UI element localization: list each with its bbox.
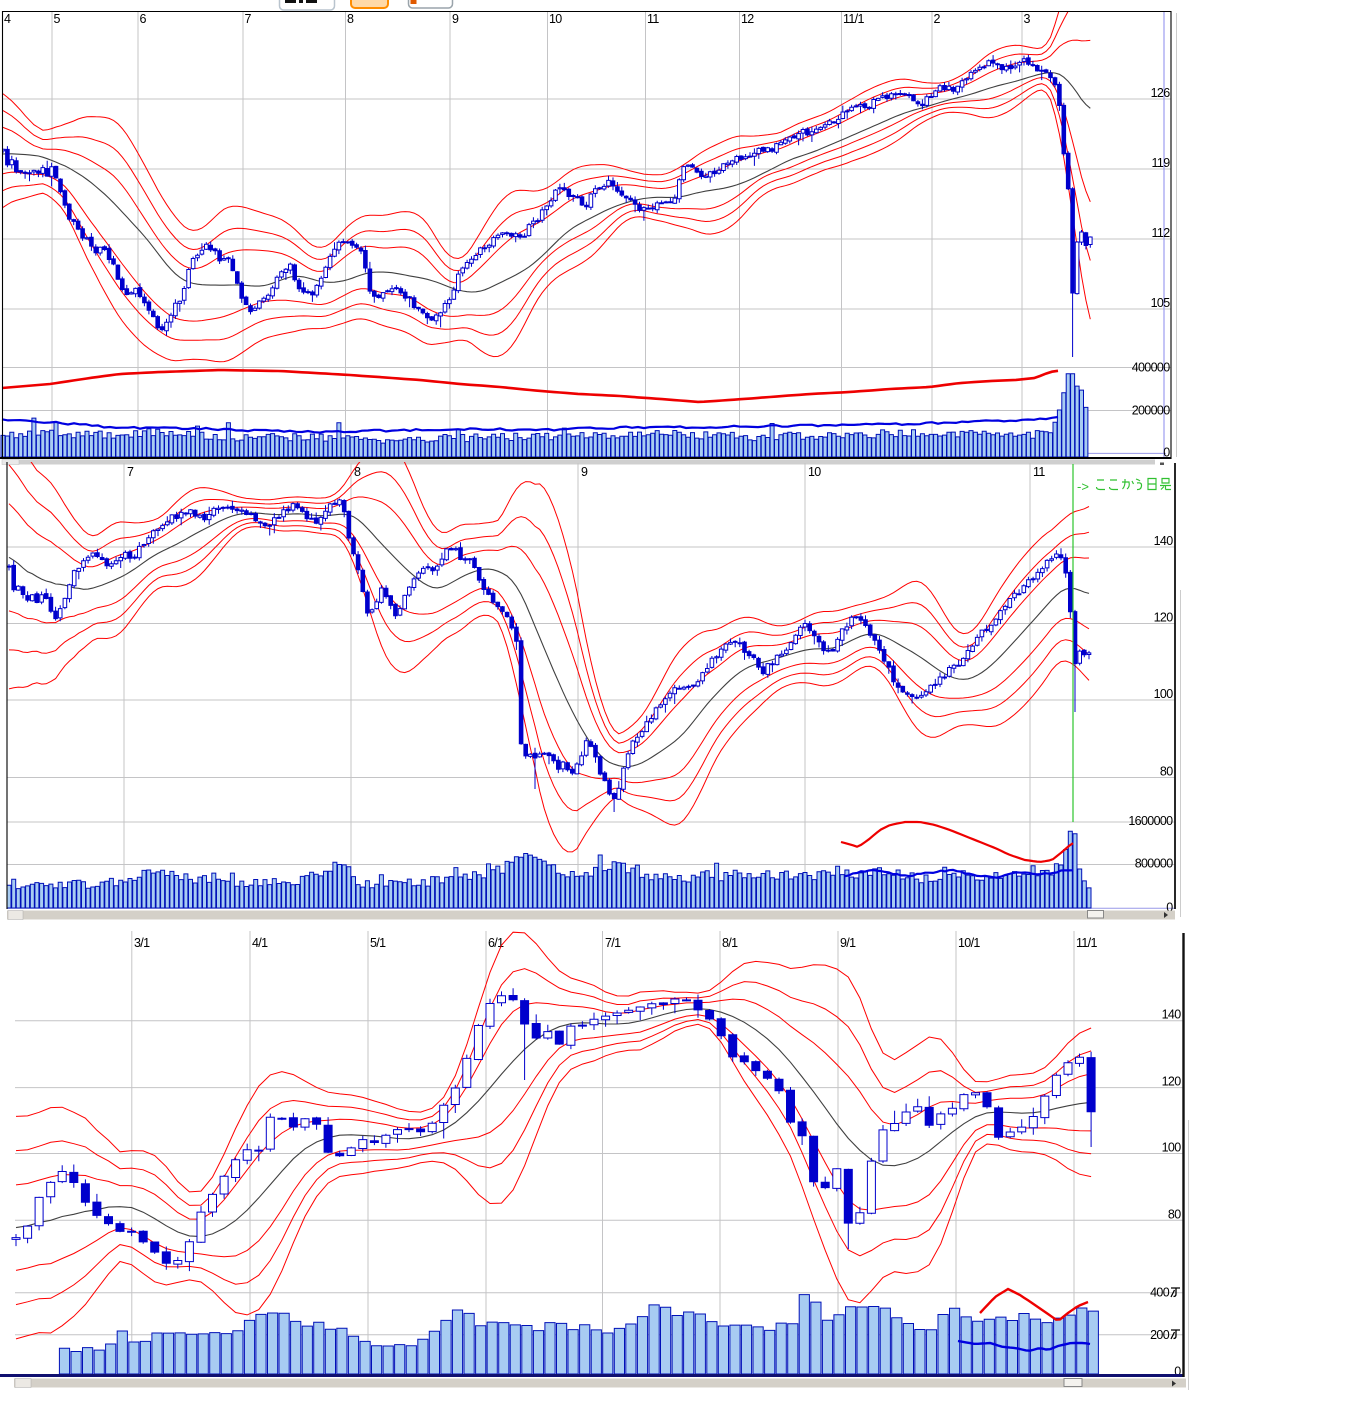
svg-text:126: 126 bbox=[1151, 86, 1171, 100]
svg-text:10: 10 bbox=[808, 465, 821, 479]
svg-text:4/1: 4/1 bbox=[252, 936, 268, 950]
svg-text:5/1: 5/1 bbox=[370, 936, 386, 950]
svg-text:10/1: 10/1 bbox=[958, 936, 980, 950]
svg-text:800000: 800000 bbox=[1135, 857, 1174, 871]
svg-text:3/1: 3/1 bbox=[134, 936, 150, 950]
svg-text:->: -> bbox=[1077, 479, 1089, 494]
svg-text:120: 120 bbox=[1162, 1075, 1182, 1089]
svg-text:8: 8 bbox=[347, 12, 354, 26]
svg-text:6/1: 6/1 bbox=[488, 936, 504, 950]
svg-text:7: 7 bbox=[127, 465, 134, 479]
svg-text:105: 105 bbox=[1151, 296, 1171, 310]
svg-text:11/1: 11/1 bbox=[843, 12, 864, 26]
svg-text:120: 120 bbox=[1154, 611, 1174, 625]
svg-text:80: 80 bbox=[1168, 1207, 1181, 1221]
svg-text:11: 11 bbox=[647, 12, 659, 26]
svg-text:12: 12 bbox=[741, 12, 754, 26]
svg-text:200: 200 bbox=[1150, 1328, 1170, 1342]
svg-text:10: 10 bbox=[549, 12, 562, 26]
svg-text:1600000: 1600000 bbox=[1128, 814, 1173, 828]
svg-text:100: 100 bbox=[1162, 1141, 1182, 1155]
svg-text:8: 8 bbox=[354, 465, 361, 479]
svg-text:0: 0 bbox=[1163, 445, 1170, 459]
svg-text:119: 119 bbox=[1152, 156, 1171, 170]
svg-text:9: 9 bbox=[581, 465, 588, 479]
svg-text:112: 112 bbox=[1152, 226, 1171, 240]
svg-text:9/1: 9/1 bbox=[840, 936, 856, 950]
svg-text:8/1: 8/1 bbox=[722, 936, 738, 950]
svg-text:4: 4 bbox=[4, 12, 11, 26]
svg-text:400000: 400000 bbox=[1132, 361, 1171, 375]
svg-text:200000: 200000 bbox=[1132, 404, 1171, 418]
svg-text:3: 3 bbox=[1024, 12, 1031, 26]
svg-text:7: 7 bbox=[245, 12, 252, 26]
svg-text:140: 140 bbox=[1162, 1008, 1182, 1022]
svg-text:5: 5 bbox=[54, 12, 61, 26]
svg-text:7/1: 7/1 bbox=[605, 936, 621, 950]
svg-text:6: 6 bbox=[140, 12, 147, 26]
svg-text:0: 0 bbox=[1166, 900, 1173, 914]
svg-text:11/1: 11/1 bbox=[1076, 936, 1097, 950]
svg-text:80: 80 bbox=[1160, 765, 1173, 779]
svg-text:400: 400 bbox=[1150, 1286, 1170, 1300]
svg-text:140: 140 bbox=[1154, 534, 1174, 548]
svg-text:100: 100 bbox=[1154, 687, 1174, 701]
svg-text:9: 9 bbox=[452, 12, 459, 26]
svg-text:11: 11 bbox=[1033, 465, 1045, 479]
svg-text:0: 0 bbox=[1174, 1365, 1181, 1379]
svg-text:2: 2 bbox=[934, 12, 941, 26]
